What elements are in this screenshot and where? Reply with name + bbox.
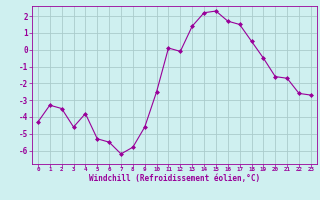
X-axis label: Windchill (Refroidissement éolien,°C): Windchill (Refroidissement éolien,°C) (89, 174, 260, 183)
